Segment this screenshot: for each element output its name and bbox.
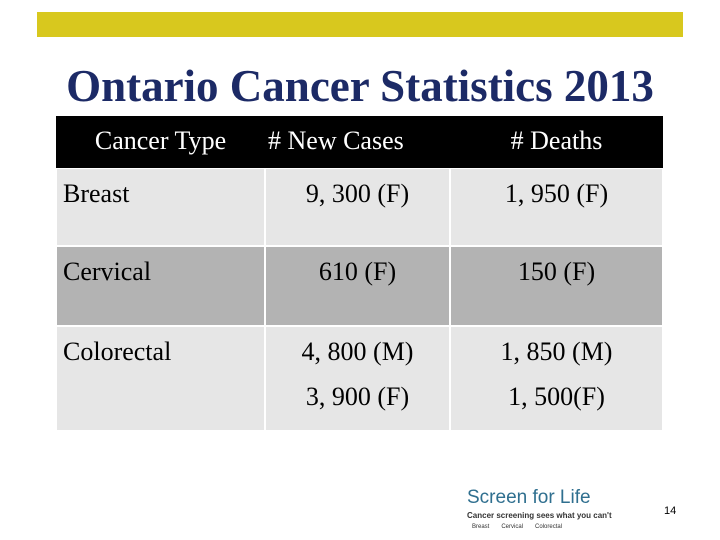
table-cell: 150 (F) (450, 246, 663, 326)
table-cell: 610 (F) (265, 246, 450, 326)
accent-bar (37, 12, 683, 37)
logo-item: Breast (472, 524, 490, 530)
cell-text: 1, 850 (M) (500, 337, 613, 366)
table-cell: 1, 850 (M) 1, 500(F) (450, 326, 663, 431)
cell-text: 1, 950 (F) (504, 179, 609, 208)
table-cell: Cervical (56, 246, 265, 326)
cell-text: Breast (63, 179, 130, 208)
logo-items: Breast Cervical Colorectal (472, 524, 562, 530)
cell-text: Cervical (63, 257, 152, 286)
logo-item: Colorectal (535, 524, 563, 530)
table-cell: 1, 950 (F) (450, 168, 663, 246)
cell-text: 610 (F) (318, 257, 397, 286)
header-cell: Cancer Type (56, 116, 265, 168)
table-cell: 4, 800 (M) 3, 900 (F) (265, 326, 450, 431)
cell-text: 1, 500(F) (508, 382, 605, 411)
logo-tagline: Cancer screening sees what you can't (467, 511, 612, 520)
table-cell: Breast (56, 168, 265, 246)
header-cell: # New Cases (265, 116, 450, 168)
cell-text: 4, 800 (M) (301, 337, 414, 366)
cell-text: 150 (F) (517, 257, 596, 286)
cell-text: 3, 900 (F) (305, 382, 410, 411)
slide-title: Ontario Cancer Statistics 2013 (66, 61, 654, 111)
table-cell: 9, 300 (F) (265, 168, 450, 246)
cell-text: Colorectal (63, 337, 172, 366)
page-number: 14 (664, 505, 677, 517)
logo-item: Cervical (501, 524, 524, 530)
logo-name: Screen for Life (467, 487, 591, 508)
table-cell: Colorectal (56, 326, 265, 431)
header-cell: # Deaths (450, 116, 663, 168)
cell-text: 9, 300 (F) (305, 179, 410, 208)
